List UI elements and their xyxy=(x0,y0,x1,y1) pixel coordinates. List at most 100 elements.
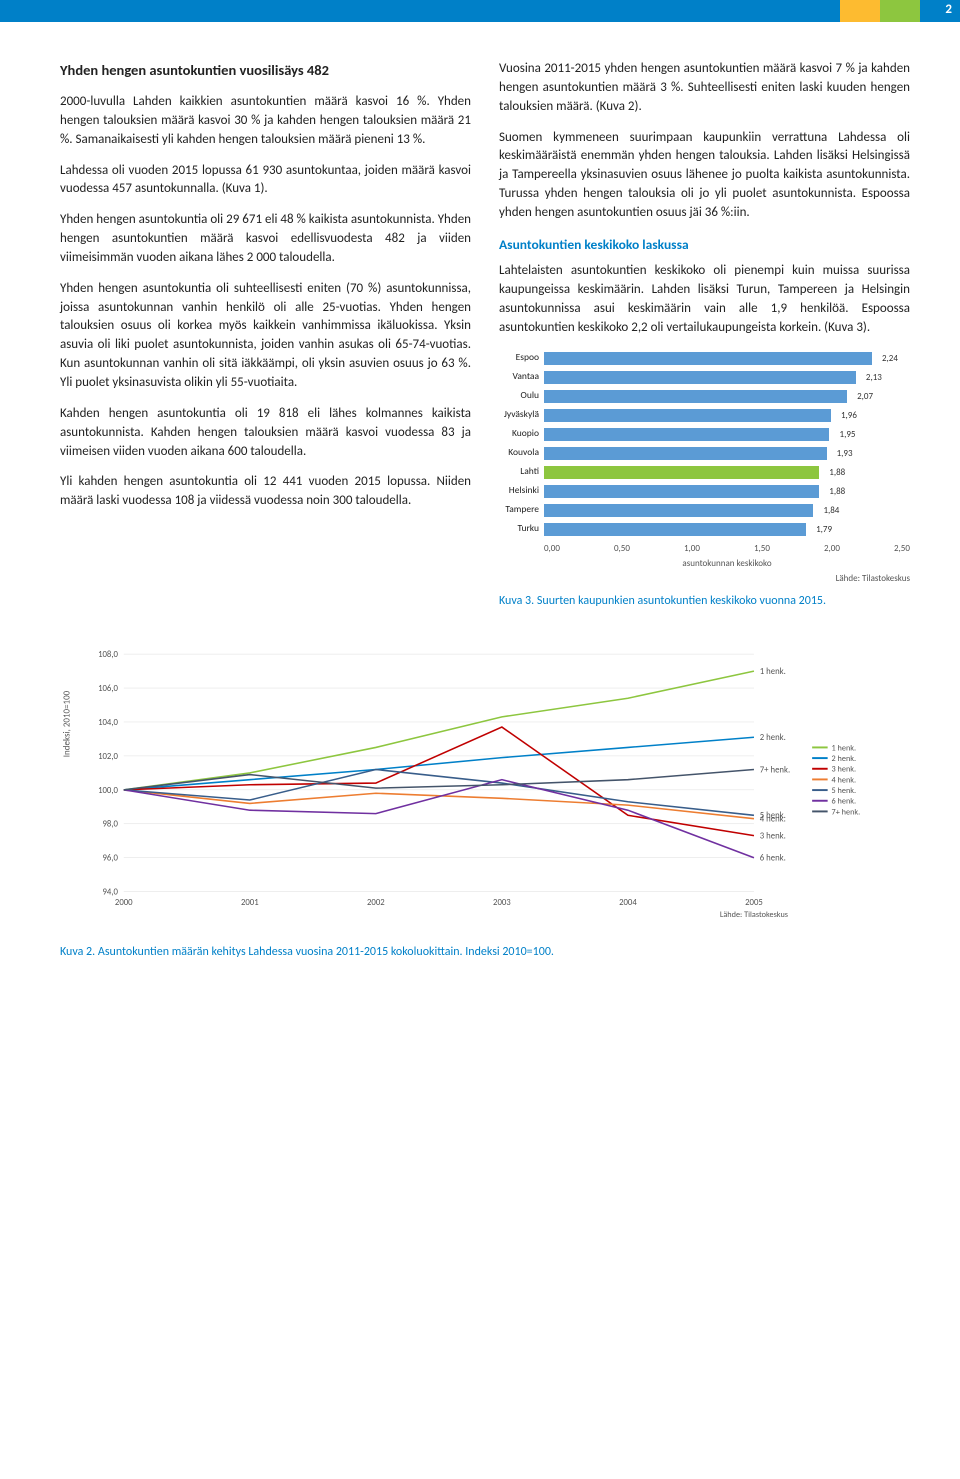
legend-label: 4 henk. xyxy=(832,775,857,785)
xtick-label: 2003 xyxy=(493,898,511,908)
header-accent-yellow xyxy=(840,0,880,22)
bar-value-label: 1,79 xyxy=(816,523,832,536)
bar-track: 1,95 xyxy=(544,428,910,441)
line-chart-svg: 108,0106,0104,0102,0100,098,096,094,0200… xyxy=(85,645,880,925)
left-column: Yhden hengen asuntokuntien vuosilisäys 4… xyxy=(60,60,471,610)
bar-value-label: 1,84 xyxy=(823,504,839,517)
xtick-label: 2000 xyxy=(115,898,133,908)
bar-row: Kuopio1,95 xyxy=(499,426,910,443)
xtick-label: 2001 xyxy=(241,898,259,908)
line-chart-section: Indeksi, 2010=100 108,0 106,0 104,0 102,0 10… xyxy=(60,645,910,959)
bar-x-axis: 0,00 0,50 1,00 1,50 2,00 2,50 xyxy=(544,542,910,555)
bar-track: 2,07 xyxy=(544,390,910,403)
series-line xyxy=(124,789,754,818)
bar-chart-caption: Kuva 3. Suurten kaupunkien asuntokuntien… xyxy=(499,593,910,610)
bar-track: 1,84 xyxy=(544,504,910,517)
series-end-label: 1 henk. xyxy=(760,667,786,677)
bar-row: Turku1,79 xyxy=(499,521,910,538)
paragraph: Lahdessa oli vuoden 2015 lopussa 61 930 … xyxy=(60,162,471,200)
bar-value-label: 1,88 xyxy=(829,466,845,479)
series-line xyxy=(124,671,754,790)
series-line xyxy=(124,737,754,790)
bar-value-label: 1,88 xyxy=(829,485,845,498)
y-axis-label: Indeksi, 2010=100 xyxy=(62,690,73,757)
series-line xyxy=(124,727,754,836)
bar-xtick: 1,50 xyxy=(754,542,770,555)
paragraph: Lahtelaisten asuntokuntien keskikoko oli… xyxy=(499,262,910,337)
ytick-label: 102,0 xyxy=(98,751,118,761)
two-column-layout: Yhden hengen asuntokuntien vuosilisäys 4… xyxy=(60,60,910,610)
bar-value-label: 2,13 xyxy=(866,371,882,384)
bar-value-label: 2,07 xyxy=(857,390,873,403)
bar-value-label: 1,96 xyxy=(841,409,857,422)
bar-fill: 2,07 xyxy=(544,390,847,403)
right-column: Vuosina 2011-2015 yhden hengen asuntokun… xyxy=(499,60,910,610)
bar-track: 2,24 xyxy=(544,352,910,365)
bar-fill: 1,88 xyxy=(544,466,819,479)
bar-fill: 1,79 xyxy=(544,523,806,536)
line-chart-caption: Kuva 2. Asuntokuntien määrän kehitys Lah… xyxy=(60,945,910,959)
legend-label: 1 henk. xyxy=(832,743,857,753)
ytick-label: 104,0 xyxy=(98,718,118,728)
bar-fill: 1,96 xyxy=(544,409,831,422)
legend-label: 2 henk. xyxy=(832,754,857,764)
ytick-label: 96,0 xyxy=(103,853,119,863)
page-number: 2 xyxy=(945,2,952,17)
legend-label: 5 henk. xyxy=(832,786,857,796)
bar-fill: 1,84 xyxy=(544,504,813,517)
ytick-label: 106,0 xyxy=(98,684,118,694)
bar-row: Vantaa 2,13 xyxy=(499,369,910,386)
xtick-label: 2004 xyxy=(619,898,637,908)
bar-track: 1,93 xyxy=(544,447,910,460)
bar-category-label: Lahti xyxy=(499,465,544,479)
paragraph: Suomen kymmeneen suurimpaan kaupunkiin v… xyxy=(499,129,910,223)
bar-category-label: Turku xyxy=(499,522,544,536)
bar-fill: 1,93 xyxy=(544,447,827,460)
bar-category-label: Jyväskylä xyxy=(499,408,544,422)
bar-row: Helsinki1,88 xyxy=(499,483,910,500)
bar-category-label: Vantaa xyxy=(499,370,544,384)
ytick-label: 108,0 xyxy=(98,650,118,660)
bar-chart-keskikoko: Espoo2,24Vantaa2,13Oulu2,07Jyväskylä1,96… xyxy=(499,350,910,585)
series-end-label: 7+ henk. xyxy=(760,765,790,775)
bar-xtick: 0,00 xyxy=(544,542,560,555)
paragraph: Vuosina 2011-2015 yhden hengen asuntokun… xyxy=(499,60,910,117)
series-end-label: 2 henk. xyxy=(760,733,786,743)
header-bar: 2 xyxy=(0,0,960,22)
paragraph: Yhden hengen asuntokuntia oli 29 671 eli… xyxy=(60,211,471,268)
bar-row: Kouvola1,93 xyxy=(499,445,910,462)
bar-x-axis-label: asuntokunnan keskikoko xyxy=(544,557,910,570)
bar-category-label: Kouvola xyxy=(499,446,544,460)
bar-fill: 1,88 xyxy=(544,485,819,498)
paragraph: Yli kahden hengen asuntokuntia oli 12 44… xyxy=(60,473,471,511)
paragraph: Kahden hengen asuntokuntia oli 19 818 el… xyxy=(60,405,471,462)
bar-category-label: Espoo xyxy=(499,351,544,365)
bar-xtick: 1,00 xyxy=(684,542,700,555)
bar-track: 1,88 xyxy=(544,485,910,498)
legend-label: 7+ henk. xyxy=(832,807,861,817)
paragraph: 2000-luvulla Lahden kaikkien asuntokunti… xyxy=(60,93,471,150)
bar-xtick: 2,50 xyxy=(894,542,910,555)
bar-track: 1,96 xyxy=(544,409,910,422)
bar-track: 1,79 xyxy=(544,523,910,536)
subheading: Asuntokuntien keskikoko laskussa xyxy=(499,235,910,255)
legend-label: 6 henk. xyxy=(832,796,857,806)
bar-fill: 1,95 xyxy=(544,428,829,441)
bar-value-label: 2,24 xyxy=(882,352,898,365)
bar-category-label: Tampere xyxy=(499,503,544,517)
ytick-label: 98,0 xyxy=(103,819,119,829)
header-accent-green xyxy=(880,0,920,22)
xtick-label: 2005 xyxy=(745,898,763,908)
bar-category-label: Kuopio xyxy=(499,427,544,441)
legend-label: 3 henk. xyxy=(832,764,857,774)
bar-row: Jyväskylä1,96 xyxy=(499,407,910,424)
paragraph: Yhden hengen asuntokuntia oli suhteellis… xyxy=(60,280,471,393)
ytick-label: 100,0 xyxy=(98,785,118,795)
bar-xtick: 2,00 xyxy=(824,542,840,555)
bar-fill: 2,24 xyxy=(544,352,872,365)
series-end-label: 6 henk. xyxy=(760,853,786,863)
bar-xtick: 0,50 xyxy=(614,542,630,555)
bar-source: Lähde: Tilastokeskus xyxy=(499,572,910,585)
bar-category-label: Oulu xyxy=(499,389,544,403)
bar-track: 2,13 xyxy=(544,371,910,384)
